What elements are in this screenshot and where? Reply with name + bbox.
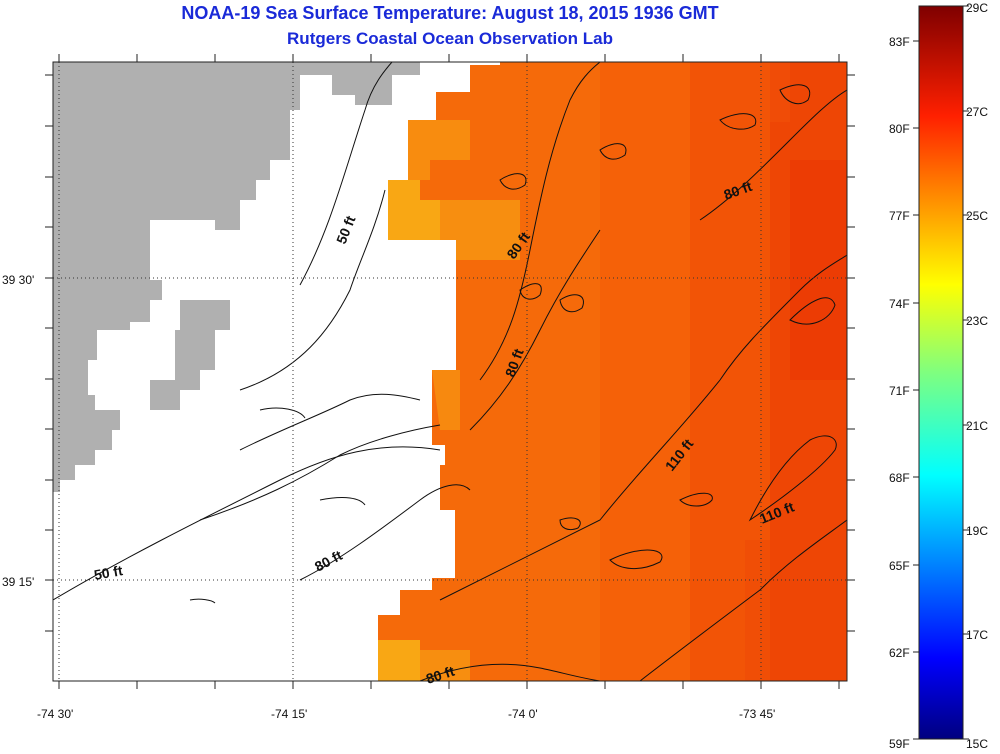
- colorbar-f-label: 77F: [889, 209, 910, 223]
- colorbar-f-label: 59F: [889, 737, 910, 751]
- colorbar-c-label: 27C: [966, 105, 988, 119]
- colorbar-c-label: 19C: [966, 524, 988, 538]
- map-subtitle: Rutgers Coastal Ocean Observation Lab: [287, 29, 613, 48]
- lon-label-4: -73 45': [739, 707, 775, 721]
- sst-cool-patches: [378, 120, 520, 681]
- lat-label-2: 39 15': [2, 575, 34, 589]
- colorbar-c-label: 25C: [966, 209, 988, 223]
- map-area: [53, 62, 847, 681]
- contour-label-50ft-southwest: 50 ft: [93, 562, 124, 583]
- colorbar-gradient: [918, 5, 964, 740]
- colorbar-f-label: 68F: [889, 471, 910, 485]
- land-new-jersey: [53, 62, 332, 465]
- colorbar-f-label: 62F: [889, 646, 910, 660]
- sst-warm-patches: [600, 62, 847, 681]
- bathymetry-contours: [53, 62, 847, 681]
- colorbar-f-label: 71F: [889, 384, 910, 398]
- colorbar-f-label: 83F: [889, 35, 910, 49]
- colorbar-c-label: 23C: [966, 314, 988, 328]
- lon-label-3: -74 0': [508, 707, 538, 721]
- lon-label-1: -74 30': [37, 707, 73, 721]
- map-frame: [52, 61, 848, 682]
- land-cape-may: [150, 300, 230, 410]
- colorbar-f-label: 65F: [889, 559, 910, 573]
- map-title: NOAA-19 Sea Surface Temperature: August …: [181, 3, 719, 23]
- frame-ticks: [45, 54, 855, 689]
- colorbar-c-label: 29C: [966, 1, 988, 15]
- lat-label-1: 39 30': [2, 273, 34, 287]
- colorbar-c-label: 17C: [966, 628, 988, 642]
- colorbar-f-label: 74F: [889, 297, 910, 311]
- colorbar-c-label: 15C: [966, 737, 988, 751]
- colorbar-c-label: 21C: [966, 419, 988, 433]
- colorbar: 83F 80F 77F 74F 71F 68F 65F 62F 59F 29C …: [889, 1, 988, 751]
- lat-lon-grid: [53, 62, 847, 681]
- lon-label-2: -74 15': [271, 707, 307, 721]
- colorbar-f-label: 80F: [889, 122, 910, 136]
- land-delaware: [53, 465, 75, 492]
